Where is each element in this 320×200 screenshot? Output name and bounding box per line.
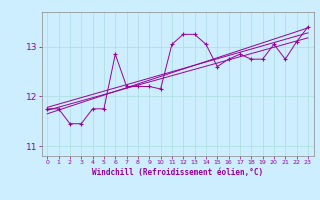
X-axis label: Windchill (Refroidissement éolien,°C): Windchill (Refroidissement éolien,°C) (92, 168, 263, 177)
